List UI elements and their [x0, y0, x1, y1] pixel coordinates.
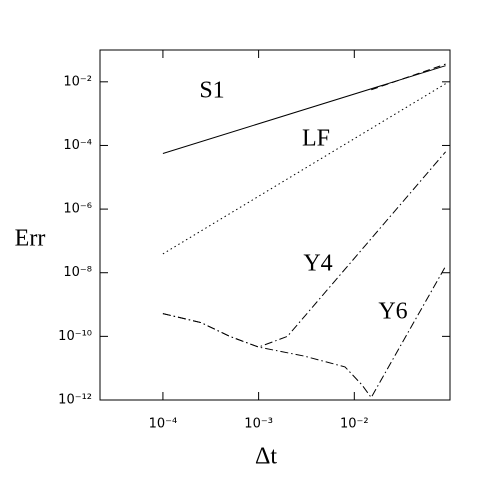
- series-line: [162, 265, 447, 399]
- plot-frame: [99, 49, 451, 401]
- x-tick-label: 10⁻³: [244, 417, 273, 432]
- y-tick-label: 10⁻¹⁰: [58, 329, 92, 344]
- y-tick-label: 10⁻²: [63, 74, 92, 89]
- series-label: S1: [199, 78, 224, 104]
- series-label: LF: [302, 126, 330, 152]
- x-tick-label: 10⁻²: [340, 417, 369, 432]
- series-line: [371, 63, 446, 91]
- y-tick-label: 10⁻⁸: [63, 265, 92, 280]
- y-tick-label: 10⁻¹²: [58, 393, 92, 408]
- x-axis-label: Δt: [255, 444, 277, 470]
- series-label: Y4: [303, 251, 332, 277]
- series-line: [162, 83, 446, 255]
- y-tick-label: 10⁻⁶: [63, 202, 92, 217]
- series-label: Y6: [378, 299, 407, 325]
- y-axis-label: Err: [15, 226, 46, 252]
- y-tick-label: 10⁻⁴: [63, 138, 92, 153]
- x-tick-label: 10⁻⁴: [149, 417, 178, 432]
